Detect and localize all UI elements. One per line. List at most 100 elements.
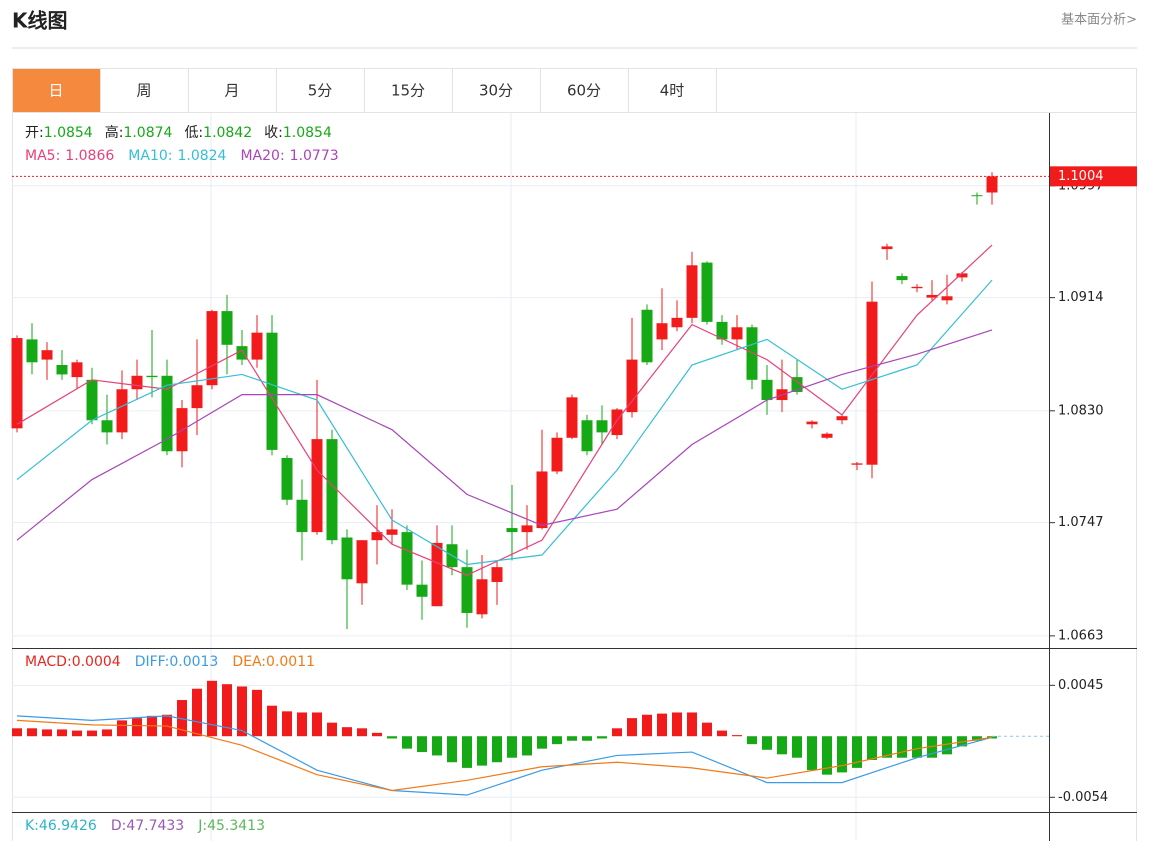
tab-label[interactable]: 周: [136, 82, 151, 100]
candle-body: [86, 379, 98, 421]
macd-bar: [852, 736, 862, 768]
tab-label[interactable]: 30分: [479, 82, 513, 100]
tab-label[interactable]: 15分: [391, 82, 425, 100]
tab[interactable]: [276, 68, 365, 113]
macd-bar: [522, 736, 532, 756]
candle-body: [956, 273, 968, 278]
tab-label[interactable]: 4时: [660, 82, 685, 100]
candle-body: [476, 579, 488, 615]
macd-bar: [477, 736, 487, 766]
candle-body: [71, 362, 83, 378]
candle-body: [296, 499, 308, 533]
tab-label[interactable]: 月: [224, 82, 239, 100]
macd-bar: [447, 736, 457, 763]
candle-body: [881, 246, 893, 250]
tab[interactable]: [540, 68, 629, 113]
info-label: 收:: [264, 125, 283, 141]
candle-body: [56, 365, 68, 375]
macd-bar: [282, 711, 292, 737]
info-value: 1.0854: [44, 125, 93, 141]
kdj-value: 47.7433: [126, 818, 184, 834]
macd-bar: [912, 736, 922, 758]
info-label: 开:: [25, 125, 44, 141]
tab-label[interactable]: 60分: [567, 82, 601, 100]
candle-body: [41, 350, 53, 360]
candle-body: [806, 421, 818, 425]
macd-bar: [972, 736, 982, 741]
y-tick-label: 1.0830: [1058, 403, 1104, 418]
macd-bar: [57, 729, 67, 737]
macd-bar: [12, 728, 22, 737]
tab-label[interactable]: 5分: [308, 82, 333, 100]
macd-bar: [642, 714, 652, 737]
candle-body: [686, 265, 698, 318]
candle-body: [911, 286, 923, 289]
candle-body: [371, 532, 383, 541]
tab-label[interactable]: 日: [48, 82, 63, 100]
candle-body: [761, 379, 773, 401]
candle-body: [311, 439, 323, 533]
macd-bar: [462, 736, 472, 768]
macd-bar: [327, 722, 337, 737]
tab[interactable]: [364, 68, 453, 113]
legend-value: 0.0013: [169, 654, 218, 670]
tab[interactable]: [452, 68, 541, 113]
macd-bar: [762, 736, 772, 750]
macd-bar: [717, 730, 727, 737]
y-tick-label: -0.0054: [1058, 790, 1108, 805]
candle-body: [146, 375, 158, 378]
candle-body: [791, 377, 803, 392]
candle-body: [836, 416, 848, 421]
macd-bar: [342, 727, 352, 737]
macd-bar: [297, 712, 307, 737]
macd-bar: [417, 736, 427, 753]
macd-bar: [867, 736, 877, 760]
candle-body: [416, 584, 428, 597]
info-label: 低:: [184, 125, 203, 141]
tab[interactable]: [628, 68, 717, 113]
candle-body: [206, 311, 218, 386]
info-value: 1.0842: [203, 125, 252, 141]
candle-body: [266, 332, 278, 450]
candle-body: [191, 385, 203, 409]
indicator-line: [16, 719, 993, 792]
macd-bar: [222, 684, 232, 737]
y-tick-label: 1.0747: [1058, 515, 1104, 530]
candle-body: [866, 301, 878, 465]
macd-bar: [237, 686, 247, 737]
candle-body: [746, 327, 758, 380]
candle-body: [131, 375, 143, 390]
macd-bar: [567, 736, 577, 741]
tab[interactable]: [100, 68, 189, 113]
page-title: K线图: [12, 9, 68, 33]
candle-body: [161, 375, 173, 452]
analysis-link[interactable]: 基本面分析>: [1061, 13, 1137, 28]
legend-name: DEA:: [232, 654, 266, 670]
y-tick-label: 0.0045: [1058, 678, 1104, 693]
macd-bar: [432, 736, 442, 756]
macd-bar: [177, 700, 187, 737]
macd-bar: [372, 732, 382, 737]
candle-body: [356, 540, 368, 584]
legend-value: 1.0866: [65, 148, 114, 164]
indicator-line: [16, 329, 993, 541]
macd-bar: [492, 736, 502, 763]
candle-body: [401, 532, 413, 585]
candle-body: [581, 420, 593, 452]
info-label: 高:: [105, 124, 124, 141]
candle-body: [551, 437, 563, 472]
legend-value: 0.0011: [266, 654, 315, 670]
legend-value: 0.0004: [72, 654, 121, 670]
macd-bar: [792, 736, 802, 758]
macd-bar: [897, 736, 907, 758]
y-tick-label: 1.0663: [1058, 628, 1104, 643]
macd-bar: [102, 729, 112, 737]
tab[interactable]: [188, 68, 277, 113]
candle-body: [101, 420, 113, 433]
kdj-name: D:: [111, 818, 127, 834]
macd-bar: [702, 722, 712, 737]
candle-body: [641, 309, 653, 363]
candle-body: [236, 346, 248, 360]
legend-name: MACD:: [25, 654, 72, 670]
